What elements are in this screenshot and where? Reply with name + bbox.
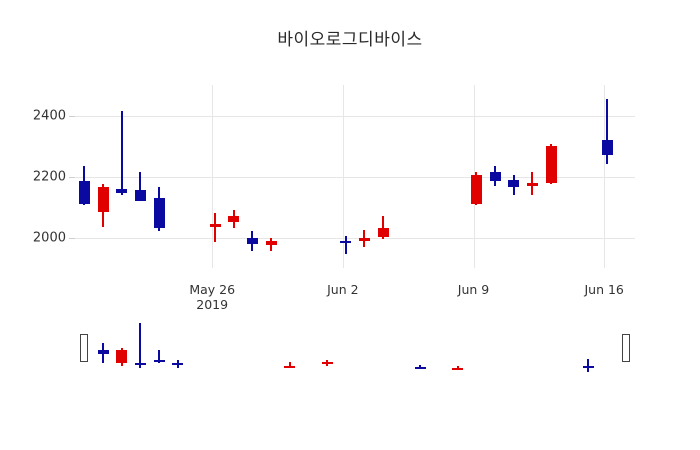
x-axis-tick-label: Jun 9 [458,282,489,297]
candle-body [284,365,296,368]
candle-body [265,240,277,246]
candlestick[interactable] [489,85,501,268]
candlestick[interactable] [78,85,90,268]
candle-body [601,139,613,156]
candlestick[interactable] [508,85,520,268]
candle-body [377,228,389,238]
candle-wick [382,216,384,240]
secondary-candlestick[interactable] [153,320,165,375]
candle-body [78,181,90,204]
candle-body [116,349,128,364]
candlestick[interactable] [116,85,128,268]
candle-body [228,216,240,223]
candle-body [172,363,184,366]
candle-body [414,366,426,369]
y-axis-tick-label: 2200 [32,169,66,184]
candle-wick [139,171,142,201]
candle-wick [120,110,123,195]
candle-wick [158,349,160,364]
secondary-candlestick[interactable] [284,320,296,375]
secondary-candlestick[interactable] [116,320,128,375]
gridline-horizontal [75,237,635,239]
candle-body [545,146,557,183]
secondary-candlestick[interactable] [97,320,109,375]
candle-wick [288,362,291,368]
candle-body [134,363,146,366]
candlestick[interactable] [228,85,240,268]
candlestick[interactable] [470,85,482,268]
secondary-candlestick[interactable] [172,320,184,375]
candle-body [153,197,165,229]
x-axis-tick-label-line1: Jun 2 [327,282,359,297]
secondary-candlestick[interactable] [452,320,464,375]
x-axis-tick-label: May 26 2019 [189,282,235,312]
candle-body [246,237,258,244]
candle-body [358,237,370,241]
candlestick[interactable] [545,85,557,268]
candlestick[interactable] [134,85,146,268]
candlestick[interactable] [377,85,389,268]
x-axis-tick-label-line1: May 26 [189,282,236,297]
candle-body [116,188,128,194]
secondary-panel [75,320,635,375]
x-axis-tick-label-line1: Jun 16 [584,282,624,297]
x-axis-tick-label: Jun 16 [584,282,623,297]
candlestick[interactable] [209,85,221,268]
candle-body [340,240,352,243]
candle-body [582,365,594,368]
candle-body [470,174,482,204]
candlestick[interactable] [97,85,109,268]
candlestick[interactable] [265,85,277,268]
candlestick[interactable] [526,85,538,268]
gridline-vertical [604,85,606,268]
candle-wick [587,358,590,373]
y-axis-tick-label: 2400 [32,108,66,123]
candle-body [97,349,109,355]
candle-body [209,223,221,227]
candlestick[interactable] [246,85,258,268]
secondary-candlestick[interactable] [134,320,146,375]
candlestick[interactable] [358,85,370,268]
y-axis-tick-label: 2000 [32,230,66,245]
candle-body [508,179,520,188]
gridline-vertical [212,85,214,268]
secondary-candlestick[interactable] [321,320,333,375]
candle-wick [606,98,608,165]
candle-body [153,359,165,362]
candle-body [452,367,464,370]
secondary-candlestick[interactable] [414,320,426,375]
candle-wick [344,235,347,255]
candle-wick [214,213,216,243]
gridline-vertical [342,85,344,268]
page-title: 바이오로그디바이스 [277,30,423,50]
candle-body [134,190,146,201]
main-price-panel [75,85,635,268]
candlestick-series [75,85,635,268]
range-handle-right[interactable] [621,333,630,362]
range-handle-left[interactable] [80,333,89,362]
y-axis-tick-mark [69,237,76,239]
secondary-candlestick-series [75,320,635,375]
gridline-horizontal [75,115,635,117]
candle-wick [456,365,459,370]
gridline-horizontal [75,176,635,178]
x-axis-tick-label: Jun 2 [327,282,358,297]
candle-body [489,171,501,182]
candlestick[interactable] [340,85,352,268]
candle-body [526,182,538,186]
candlestick[interactable] [153,85,165,268]
x-axis-tick-label-line1: Jun 9 [457,282,490,297]
secondary-candlestick[interactable] [582,320,594,375]
candlestick[interactable] [601,85,613,268]
y-axis-tick-mark [69,176,76,178]
candle-body [97,187,109,212]
candle-wick [139,322,142,368]
y-axis-tick-mark [69,115,76,117]
x-axis-tick-label-line2: 2019 [196,297,229,312]
candle-body [321,362,333,365]
